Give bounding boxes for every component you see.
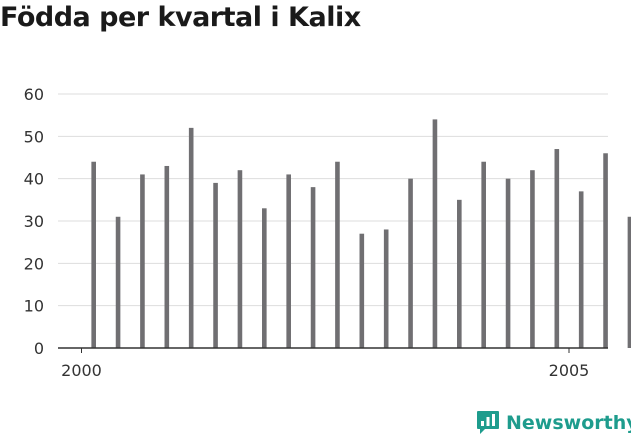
- newsworthy-logo[interactable]: Newsworthy: [476, 408, 631, 438]
- bar: [115, 216, 121, 348]
- bar: [213, 182, 218, 348]
- bar: [310, 187, 316, 348]
- y-tick-label: 20: [24, 254, 44, 273]
- x-tick-label: 2005: [549, 361, 590, 380]
- bar: [457, 199, 462, 348]
- brand-name: Newsworthy: [506, 412, 631, 434]
- chart-logo-icon: [477, 411, 499, 434]
- bar: [554, 149, 560, 348]
- y-tick-label: 50: [24, 127, 44, 146]
- gridlines: [58, 93, 608, 307]
- bar: [359, 233, 365, 348]
- bar: [603, 153, 608, 348]
- y-tick-label: 40: [24, 170, 44, 189]
- bar: [432, 119, 438, 349]
- tick-labels: 010203040506033200020052010201520202025: [24, 85, 590, 380]
- bar: [140, 174, 145, 348]
- bar: [408, 178, 413, 348]
- bar: [188, 127, 194, 348]
- bar: [627, 216, 631, 348]
- bar: [91, 161, 96, 348]
- bar: [237, 170, 243, 348]
- bar: [530, 170, 535, 348]
- y-tick-label: 30: [24, 212, 44, 231]
- y-tick-label: 0: [34, 339, 44, 358]
- bars: [91, 119, 631, 349]
- bar: [383, 229, 389, 348]
- bar: [578, 191, 584, 348]
- bar: [505, 178, 511, 348]
- chart-title: Födda per kvartal i Kalix: [0, 2, 361, 33]
- y-tick-label: 60: [24, 85, 44, 104]
- bar: [262, 208, 267, 348]
- bar: [164, 165, 170, 348]
- bar: [286, 174, 291, 348]
- bar: [481, 161, 486, 348]
- y-tick-label: 10: [24, 297, 44, 316]
- axes: [58, 347, 608, 353]
- x-tick-label: 2000: [61, 361, 102, 380]
- bar: [335, 161, 340, 348]
